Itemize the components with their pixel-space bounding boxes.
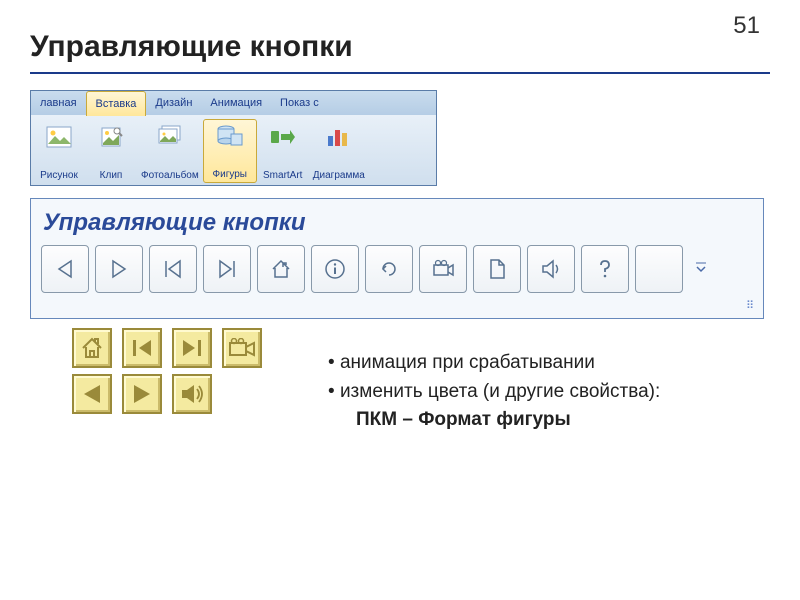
- action-first-icon: [161, 257, 185, 281]
- action-movie-button[interactable]: [419, 245, 467, 293]
- ribbon-btn-label: Клип: [100, 170, 123, 181]
- action-document-icon: [485, 257, 509, 281]
- ribbon-btn-picture[interactable]: Рисунок: [33, 121, 85, 183]
- panel-buttons-row: [37, 245, 757, 297]
- ribbon-btn-smartart[interactable]: SmartArt: [257, 121, 309, 183]
- action-return-icon: [377, 257, 401, 281]
- ribbon-btn-album[interactable]: Фотоальбом: [137, 121, 203, 183]
- ribbon-btn-label: Фигуры: [213, 169, 247, 180]
- ybtn-next-bar[interactable]: [172, 328, 212, 368]
- ybtn-camera[interactable]: [222, 328, 262, 368]
- panel-title: Управляющие кнопки: [37, 205, 757, 245]
- prev-bar-icon: [130, 336, 154, 360]
- shapes-icon: [216, 122, 244, 150]
- panel-dropdown[interactable]: [693, 257, 709, 281]
- next-bar-icon: [180, 336, 204, 360]
- yellow-row-1: [72, 328, 262, 368]
- action-back-button[interactable]: [41, 245, 89, 293]
- ribbon-tab-main[interactable]: лавная: [31, 91, 86, 115]
- page-title: Управляющие кнопки: [30, 30, 353, 64]
- ribbon-btn-shapes[interactable]: Фигуры: [203, 119, 257, 183]
- action-movie-icon: [431, 257, 455, 281]
- ribbon-btn-label: Фотоальбом: [141, 170, 199, 181]
- action-first-button[interactable]: [149, 245, 197, 293]
- action-info-icon: [323, 257, 347, 281]
- ybtn-prev[interactable]: [72, 374, 112, 414]
- bullet-sub-bold: ПКМ – Формат фигуры: [356, 409, 571, 430]
- title-underline: [30, 72, 770, 74]
- bullet-item: анимация при срабатывании: [328, 349, 660, 378]
- ribbon-btn-clip[interactable]: Клип: [85, 121, 137, 183]
- sound-icon: [180, 382, 204, 406]
- action-buttons-panel: Управляющие кнопки: [30, 198, 764, 319]
- ribbon-tab-design[interactable]: Дизайн: [146, 91, 201, 115]
- action-help-icon: [593, 257, 617, 281]
- ribbon-tab-animation[interactable]: Анимация: [201, 91, 271, 115]
- ribbon-btn-label: SmartArt: [263, 170, 302, 181]
- yellow-row-2: [72, 374, 212, 414]
- action-forward-icon: [107, 257, 131, 281]
- ybtn-next[interactable]: [122, 374, 162, 414]
- chevron-down-icon: [695, 257, 707, 281]
- ribbon-btn-label: Рисунок: [40, 170, 78, 181]
- picture-icon: [45, 123, 73, 151]
- ribbon-tab-insert[interactable]: Вставка: [86, 91, 147, 116]
- action-last-icon: [215, 257, 239, 281]
- chart-icon: [325, 123, 353, 151]
- ribbon-btn-label: Диаграмма: [313, 170, 365, 181]
- bullet-item: изменить цвета (и другие свойства):: [328, 378, 660, 407]
- panel-resize-grip[interactable]: ⠿: [37, 297, 757, 312]
- action-document-button[interactable]: [473, 245, 521, 293]
- action-sound-icon: [539, 257, 563, 281]
- action-last-button[interactable]: [203, 245, 251, 293]
- page-number: 51: [733, 12, 760, 40]
- action-return-button[interactable]: [365, 245, 413, 293]
- action-home-button[interactable]: [257, 245, 305, 293]
- prev-icon: [80, 382, 104, 406]
- bullet-sub: ПКМ – Формат фигуры: [356, 406, 660, 435]
- description-bullets: анимация при срабатывании изменить цвета…: [288, 349, 660, 435]
- ribbon-btn-chart[interactable]: Диаграмма: [309, 121, 369, 183]
- action-help-button[interactable]: [581, 245, 629, 293]
- action-sound-button[interactable]: [527, 245, 575, 293]
- next-icon: [130, 382, 154, 406]
- ybtn-prev-bar[interactable]: [122, 328, 162, 368]
- action-custom-icon: [647, 257, 671, 281]
- action-info-button[interactable]: [311, 245, 359, 293]
- clip-icon: [97, 123, 125, 151]
- action-home-icon: [269, 257, 293, 281]
- action-custom-button[interactable]: [635, 245, 683, 293]
- home-icon: [80, 336, 104, 360]
- ribbon-tab-slideshow[interactable]: Показ с: [271, 91, 328, 115]
- action-forward-button[interactable]: [95, 245, 143, 293]
- ribbon: лавная Вставка Дизайн Анимация Показ с Р…: [30, 90, 437, 186]
- smartart-icon: [269, 123, 297, 151]
- ybtn-home[interactable]: [72, 328, 112, 368]
- album-icon: [156, 123, 184, 151]
- action-back-icon: [53, 257, 77, 281]
- ribbon-group: Рисунок Клип Фотоальбом Фигуры SmartArt: [31, 115, 436, 185]
- ribbon-tabs: лавная Вставка Дизайн Анимация Показ с: [31, 91, 436, 115]
- camera-icon: [229, 338, 255, 358]
- ybtn-sound[interactable]: [172, 374, 212, 414]
